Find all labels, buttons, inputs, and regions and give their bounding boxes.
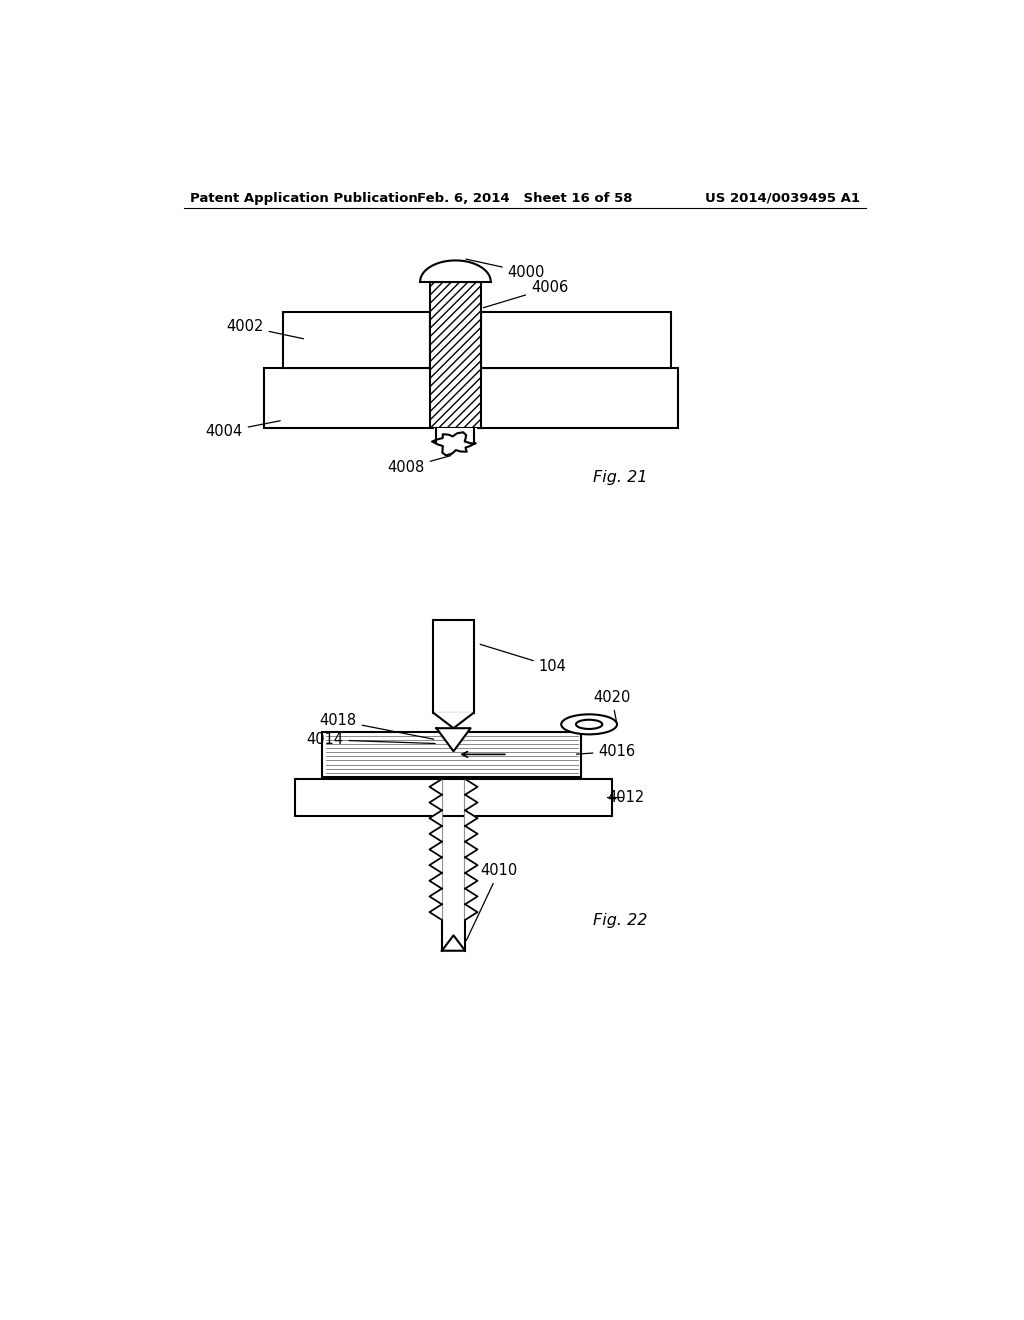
Polygon shape	[465, 779, 477, 795]
Text: 104: 104	[480, 644, 566, 675]
Bar	[283, 313, 430, 368]
Polygon shape	[465, 904, 477, 920]
Polygon shape	[465, 857, 477, 873]
Polygon shape	[465, 795, 477, 810]
Polygon shape	[433, 713, 474, 729]
Polygon shape	[465, 810, 477, 826]
Polygon shape	[465, 826, 477, 842]
Text: Feb. 6, 2014   Sheet 16 of 58: Feb. 6, 2014 Sheet 16 of 58	[417, 191, 633, 205]
Polygon shape	[429, 842, 442, 857]
Bar	[263, 368, 678, 428]
Polygon shape	[465, 873, 477, 888]
Text: 4002: 4002	[226, 318, 303, 339]
Text: Fig. 21: Fig. 21	[593, 470, 647, 486]
Polygon shape	[465, 888, 477, 904]
Text: Patent Application Publication: Patent Application Publication	[190, 191, 418, 205]
Text: 4004: 4004	[206, 421, 281, 440]
Polygon shape	[429, 857, 442, 873]
Polygon shape	[429, 826, 442, 842]
Polygon shape	[429, 810, 442, 826]
Polygon shape	[442, 936, 465, 950]
Text: 4008: 4008	[388, 455, 451, 475]
Ellipse shape	[575, 719, 602, 729]
Text: 4000: 4000	[466, 259, 545, 280]
Bar	[322, 733, 582, 776]
Text: 4020: 4020	[593, 690, 631, 722]
Bar	[434, 428, 477, 447]
Text: 4018: 4018	[319, 713, 434, 739]
Bar	[295, 779, 612, 816]
Text: US 2014/0039495 A1: US 2014/0039495 A1	[705, 191, 859, 205]
Bar	[480, 313, 671, 368]
Text: 4016: 4016	[577, 743, 636, 759]
Text: 4010: 4010	[466, 863, 518, 941]
Polygon shape	[436, 729, 471, 751]
Polygon shape	[465, 842, 477, 857]
Polygon shape	[429, 795, 442, 810]
Text: 4014: 4014	[306, 733, 435, 747]
Polygon shape	[429, 873, 442, 888]
Polygon shape	[429, 904, 442, 920]
Bar	[433, 620, 474, 713]
Polygon shape	[429, 888, 442, 904]
Ellipse shape	[561, 714, 617, 734]
Text: 4006: 4006	[483, 280, 568, 308]
Text: 4012: 4012	[607, 789, 644, 805]
Bar	[430, 281, 480, 428]
Polygon shape	[420, 260, 490, 281]
Polygon shape	[429, 779, 442, 795]
Polygon shape	[432, 432, 475, 455]
Text: Fig. 22: Fig. 22	[593, 913, 647, 928]
